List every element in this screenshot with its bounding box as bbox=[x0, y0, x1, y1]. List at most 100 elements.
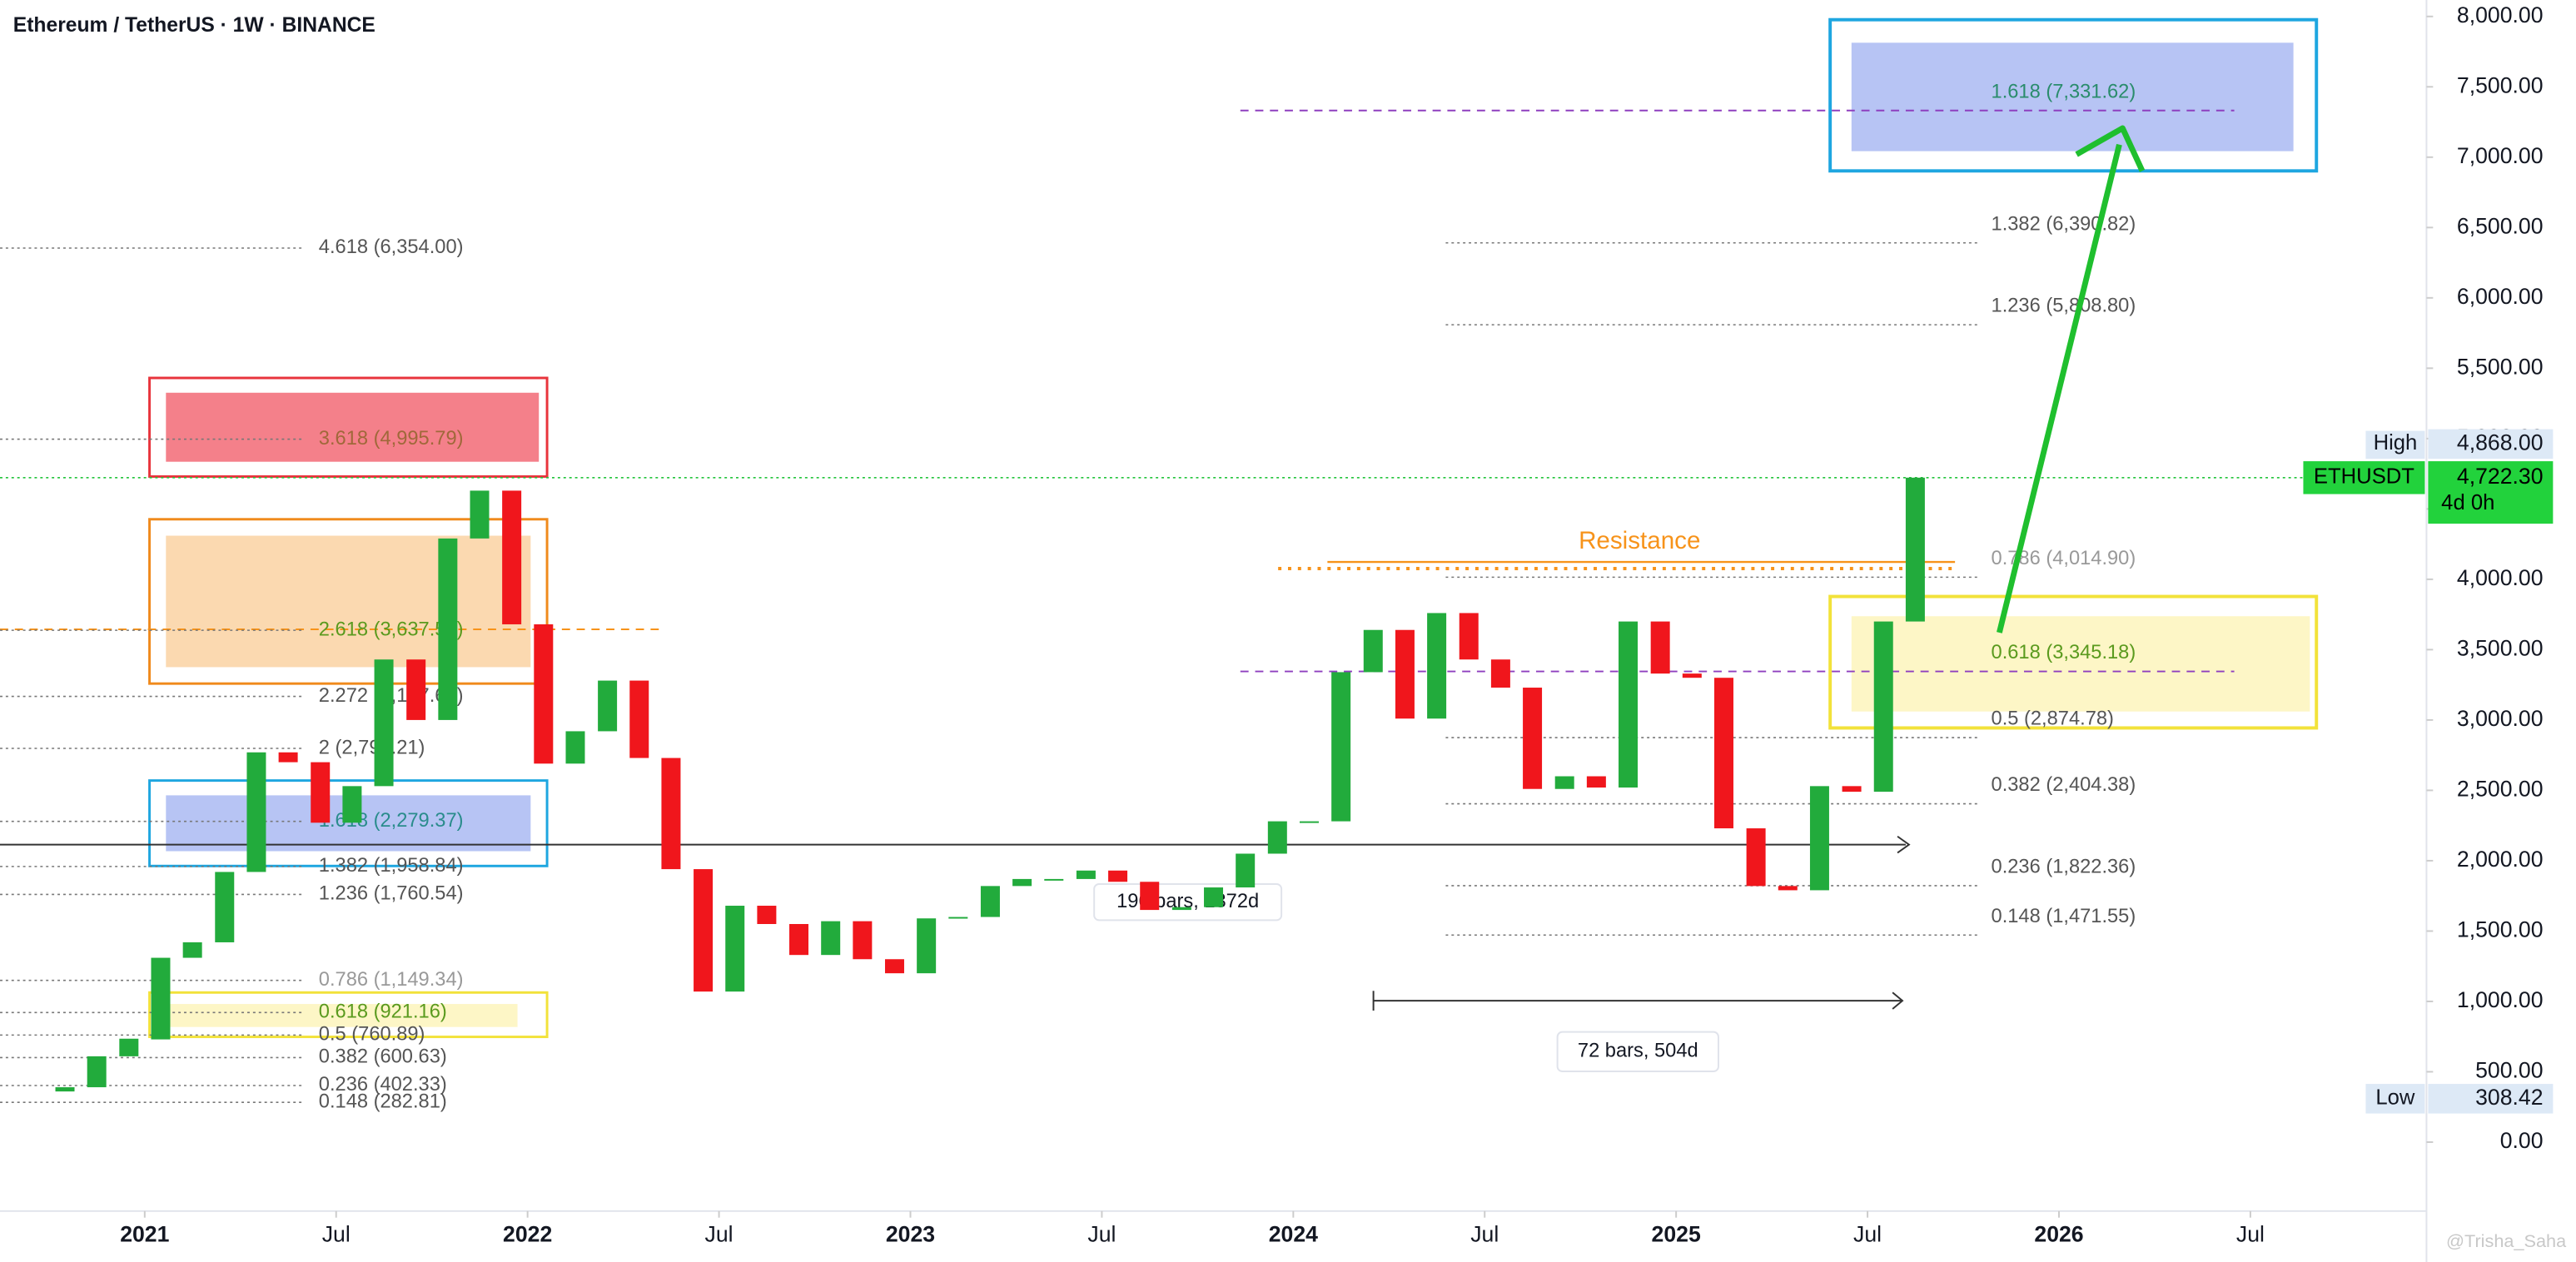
last-value: 4,722.30 bbox=[2457, 464, 2544, 489]
label-box bbox=[1556, 1031, 1719, 1073]
y-tick-label: 3,500.00 bbox=[2457, 635, 2544, 660]
candle-body bbox=[789, 923, 809, 956]
y-tick-label: 8,000.00 bbox=[2457, 2, 2544, 27]
zone-box bbox=[148, 518, 549, 685]
candle-body bbox=[1682, 673, 1702, 678]
zone-box bbox=[148, 991, 549, 1039]
y-tick-label: 500.00 bbox=[2475, 1057, 2543, 1082]
badge bbox=[2365, 1084, 2425, 1114]
candle-body bbox=[1012, 878, 1032, 887]
candle-body bbox=[565, 731, 585, 764]
candle-body bbox=[1873, 621, 1893, 792]
y-tick-label: 1,500.00 bbox=[2457, 917, 2544, 942]
fib-label: 2 (2,798.21) bbox=[319, 737, 425, 758]
badge bbox=[2428, 461, 2554, 524]
candle-body bbox=[1363, 629, 1383, 673]
fib-label: 0.148 (282.81) bbox=[319, 1091, 447, 1112]
x-tick-label: 2025 bbox=[1652, 1221, 1701, 1246]
fib-label: 4.618 (6,354.00) bbox=[319, 236, 464, 258]
fib-label: 0.618 (921.16) bbox=[319, 1001, 447, 1023]
range-label: 72 bars, 504d bbox=[1578, 1041, 1698, 1062]
x-tick-label: Jul bbox=[1470, 1221, 1499, 1246]
high-value: 4,868.00 bbox=[2457, 430, 2544, 455]
candle-body bbox=[215, 872, 235, 942]
fib-label: 1.236 (5,808.80) bbox=[1992, 296, 2136, 317]
candle-body bbox=[1267, 821, 1287, 854]
fib-label: 3.618 (4,995.79) bbox=[319, 428, 464, 450]
candle-body bbox=[406, 659, 426, 720]
fib-label: 0.5 (2,874.78) bbox=[1992, 708, 2114, 730]
candle-body bbox=[246, 752, 266, 872]
zone-box bbox=[148, 376, 549, 478]
target-box bbox=[1828, 17, 2319, 173]
x-tick-label: 2021 bbox=[120, 1221, 169, 1246]
y-tick-label: 7,500.00 bbox=[2457, 72, 2544, 97]
y-tick-label: 2,000.00 bbox=[2457, 847, 2544, 872]
candle-body bbox=[629, 680, 649, 758]
candle-body bbox=[757, 906, 777, 924]
y-tick-label: 6,500.00 bbox=[2457, 213, 2544, 238]
candle-body bbox=[278, 752, 298, 763]
y-tick-label: 0.00 bbox=[2500, 1128, 2544, 1153]
x-tick-label: 2022 bbox=[503, 1221, 552, 1246]
candle-body bbox=[1746, 828, 1766, 887]
candle-body bbox=[1171, 907, 1191, 911]
zone-fill bbox=[166, 392, 540, 462]
candle-body bbox=[884, 959, 904, 974]
x-tick-label: Jul bbox=[1087, 1221, 1116, 1246]
candle-body bbox=[1809, 786, 1829, 891]
candle-body bbox=[725, 906, 745, 992]
candle-body bbox=[694, 869, 714, 992]
fib-label: 1.382 (1,958.84) bbox=[319, 855, 464, 877]
candle-body bbox=[980, 886, 1000, 917]
candle-body bbox=[1459, 613, 1479, 660]
high-label: High bbox=[2374, 431, 2418, 455]
candle-body bbox=[119, 1038, 139, 1056]
candle-body bbox=[87, 1056, 107, 1088]
candle-body bbox=[1490, 659, 1510, 688]
candle-body bbox=[1778, 886, 1798, 891]
candle-body bbox=[470, 490, 490, 539]
y-tick-label: 5,500.00 bbox=[2457, 354, 2544, 379]
fib-label: 0.236 (402.33) bbox=[319, 1074, 447, 1096]
candle-body bbox=[1140, 882, 1160, 911]
badge bbox=[2365, 430, 2425, 460]
candle-body bbox=[1331, 672, 1351, 822]
candle-body bbox=[1650, 621, 1670, 674]
x-tick-label: 2023 bbox=[886, 1221, 935, 1246]
countdown: 4d 0h bbox=[2441, 491, 2494, 514]
badge bbox=[2303, 461, 2425, 494]
resistance-label: Resistance bbox=[1579, 527, 1700, 554]
candle-body bbox=[1108, 870, 1128, 882]
badge bbox=[2428, 429, 2554, 460]
candle-body bbox=[1554, 776, 1574, 789]
fib-label: 1.618 (2,279.37) bbox=[319, 810, 464, 832]
x-tick-label: Jul bbox=[1853, 1221, 1882, 1246]
candle-body bbox=[374, 659, 394, 787]
candle-body bbox=[1236, 853, 1256, 888]
x-tick-label: 2024 bbox=[1269, 1221, 1318, 1246]
candle-body bbox=[342, 786, 362, 823]
candle-body bbox=[1044, 878, 1064, 881]
fib-label: 1.382 (6,390.82) bbox=[1992, 213, 2136, 235]
projection-arrow bbox=[1997, 143, 2122, 633]
candle-body bbox=[1299, 821, 1319, 823]
fib-label: 0.618 (3,345.18) bbox=[1992, 642, 2136, 663]
x-tick-label: Jul bbox=[2236, 1221, 2265, 1246]
candle-body bbox=[1395, 629, 1415, 719]
candle-body bbox=[438, 538, 458, 720]
badge bbox=[2428, 1084, 2554, 1114]
candle-body bbox=[55, 1087, 75, 1092]
y-tick-label: 6,000.00 bbox=[2457, 284, 2544, 309]
fib-label: 0.5 (760.89) bbox=[319, 1024, 425, 1046]
fib-label: 0.382 (2,404.38) bbox=[1992, 774, 2136, 796]
symbol-label: ETHUSDT bbox=[2314, 465, 2414, 489]
chart-title: Ethereum / TetherUS · 1W · BINANCE bbox=[13, 14, 375, 37]
candle-body bbox=[1523, 688, 1543, 789]
y-tick-label: 1,000.00 bbox=[2457, 987, 2544, 1012]
target-fill bbox=[1851, 42, 2294, 152]
support-fill bbox=[1851, 616, 2310, 712]
y-tick-label: 7,000.00 bbox=[2457, 143, 2544, 168]
x-tick-label: Jul bbox=[322, 1221, 351, 1246]
candle-body bbox=[182, 942, 202, 958]
